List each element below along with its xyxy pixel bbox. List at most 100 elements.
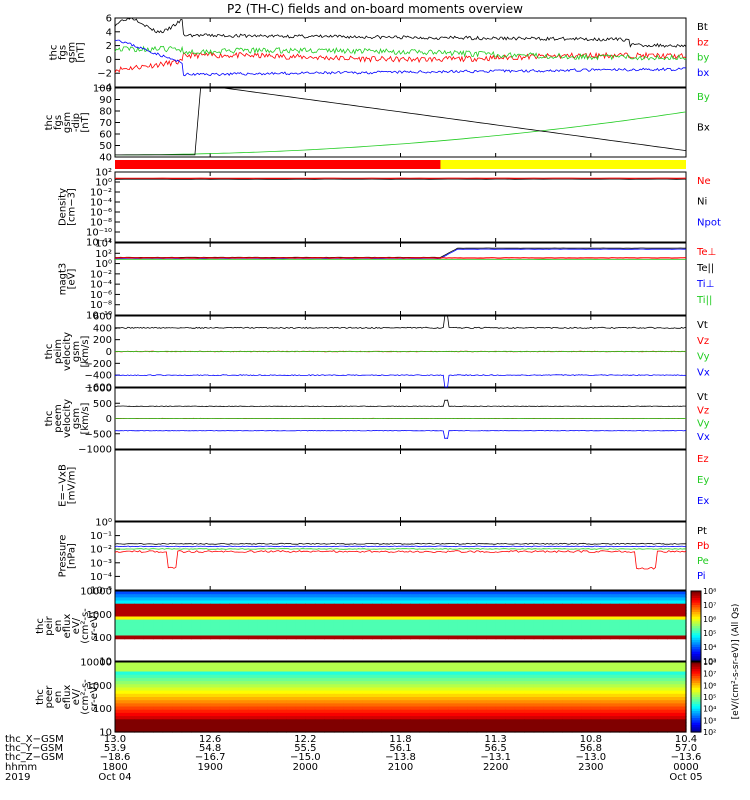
spectrogram-cell (628, 668, 639, 673)
spectrogram-cell (429, 728, 440, 733)
spectrogram-cell (352, 674, 363, 679)
spectrogram-cell (667, 635, 678, 640)
spectrogram-cell (638, 632, 649, 637)
spectrogram-cell (162, 626, 173, 630)
panel-9-frame (114, 590, 687, 662)
spectrogram-cell (143, 668, 154, 673)
spectrogram-cell (638, 719, 649, 724)
spectrogram-cell (552, 693, 563, 698)
spectrogram-cell (200, 610, 211, 614)
spectrogram-cell (343, 665, 354, 669)
panel-1-ytick-label: 40 (99, 153, 112, 164)
spectrogram-cell (486, 677, 497, 682)
spectrogram-cell (181, 725, 192, 730)
colorbar-segment (691, 635, 701, 639)
spectrogram-cell (286, 632, 297, 637)
spectrogram-cell (476, 600, 487, 605)
spectrogram-cell (514, 635, 525, 640)
spectrogram-cell (419, 613, 430, 618)
spectrogram-cell (191, 632, 202, 637)
spectrogram-cell (438, 709, 449, 714)
spectrogram-cell (257, 687, 268, 692)
spectrogram-cell (552, 626, 563, 630)
spectrogram-cell (295, 677, 306, 682)
spectrogram-cell (172, 709, 183, 714)
spectrogram-cell (200, 712, 211, 717)
spectrogram-cell (229, 706, 240, 711)
spectrogram-cell (429, 681, 440, 685)
spectrogram-cell (267, 690, 278, 695)
spectrogram-cell (276, 725, 287, 730)
spectrogram-cell (505, 674, 516, 679)
spectrogram-cell (581, 671, 592, 676)
spectrogram-cell (210, 693, 221, 698)
spectrogram-cell (286, 668, 297, 673)
spectrogram-cell (609, 674, 620, 679)
spectrogram-cell (524, 693, 535, 698)
spectrogram-cell (333, 632, 344, 637)
colorbar-segment (691, 621, 701, 625)
panel-1-ylabel: [nT] (80, 112, 91, 132)
spectrogram-cell (600, 632, 611, 637)
panel-7-frame (114, 449, 687, 522)
spectrogram-cell (352, 591, 363, 595)
spectrogram-cell (372, 597, 383, 602)
spectrogram-cell (181, 600, 192, 605)
spectrogram-cell (143, 728, 154, 733)
spectrogram-cell (219, 662, 230, 666)
spectrogram-cell (257, 629, 268, 633)
legend-Vt: Vt (697, 392, 708, 403)
spectrogram-cell (600, 687, 611, 692)
spectrogram-cell (524, 619, 535, 624)
spectrogram-cell (676, 728, 687, 733)
spectrogram-cell (391, 594, 402, 598)
spectrogram-cell (352, 706, 363, 711)
spectrogram-cell (600, 665, 611, 669)
spectrogram-cell (219, 591, 230, 595)
panel-10-ylabel: (cm²-s- (80, 679, 91, 715)
spectrogram-cell (486, 668, 497, 673)
spectrogram-cell (448, 600, 459, 605)
series-Pb (114, 550, 687, 570)
spectrogram-cell (200, 597, 211, 602)
spectrogram-cell (657, 632, 668, 637)
spectrogram-cell (410, 668, 421, 673)
spectrogram-cell (448, 725, 459, 730)
spectrogram-cell (543, 606, 554, 611)
spectrogram-cell (238, 677, 249, 682)
spectrogram-cell (495, 613, 506, 618)
spectrogram-cell (324, 613, 335, 618)
spectrogram-cell (238, 719, 249, 724)
spectrogram-cell (372, 632, 383, 637)
spectrogram-cell (267, 722, 278, 727)
spectrogram-cell (400, 703, 411, 708)
spectrogram-cell (495, 671, 506, 676)
spectrogram-cell (657, 613, 668, 618)
spectrogram-cell (210, 619, 221, 624)
spectrogram-cell (248, 681, 259, 685)
spectrogram-cell (381, 697, 392, 701)
spectrogram-cell (448, 635, 459, 640)
spectrogram-cell (657, 603, 668, 608)
colorbar-segment (691, 633, 701, 636)
spectrogram-cell (343, 674, 354, 679)
spectrogram-cell (562, 603, 573, 608)
colorbar-segment (691, 649, 701, 653)
spectrogram-cell (524, 703, 535, 708)
spectrogram-cell (181, 597, 192, 602)
spectrogram-cell (467, 677, 478, 682)
spectrogram-cell (448, 619, 459, 624)
spectrogram-cell (372, 626, 383, 630)
spectrogram-cell (562, 697, 573, 701)
spectrogram-cell (181, 677, 192, 682)
spectrogram-cell (667, 684, 678, 689)
spectrogram-cell (543, 591, 554, 595)
spectrogram-cell (276, 709, 287, 714)
spectrogram-cell (543, 629, 554, 633)
spectrogram-cell (476, 665, 487, 669)
xaxis-value: 12.2 (294, 734, 316, 745)
spectrogram-cell (676, 606, 687, 611)
spectrogram-cell (248, 662, 259, 666)
spectrogram-cell (286, 626, 297, 630)
spectrogram-cell (514, 719, 525, 724)
